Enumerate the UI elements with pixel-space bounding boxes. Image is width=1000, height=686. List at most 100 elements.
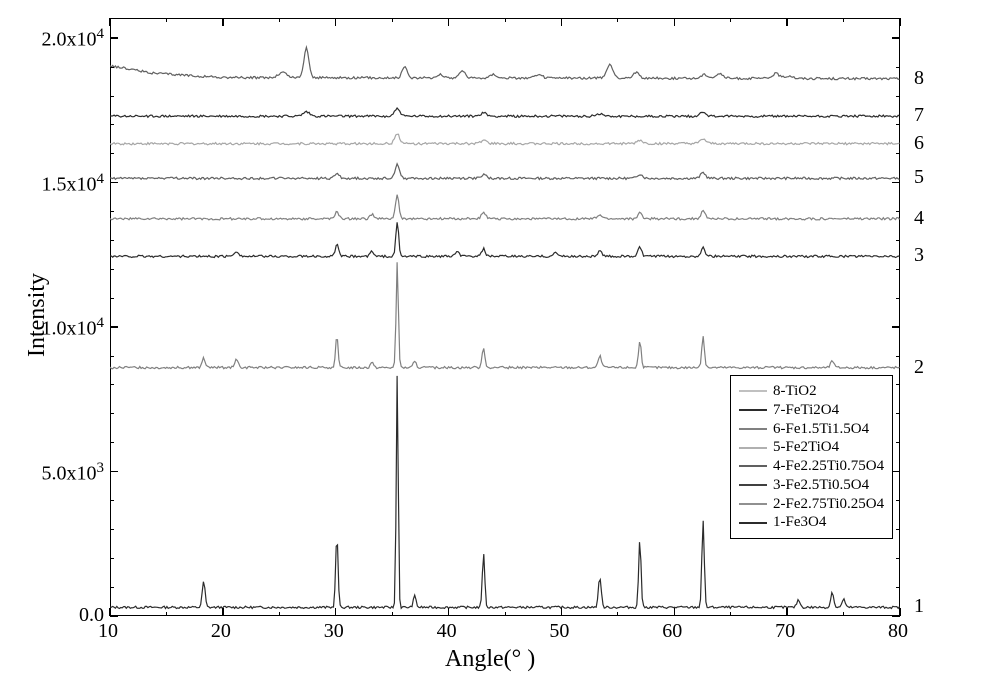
ytick-major [892, 471, 900, 473]
ytick-minor [110, 153, 114, 154]
legend-item: 7-FeTi2O4 [739, 401, 884, 420]
legend-label: 4-Fe2.25Ti0.75O4 [773, 457, 884, 476]
ytick-major [110, 37, 118, 39]
ytick-minor [110, 356, 114, 357]
legend-item: 4-Fe2.25Ti0.75O4 [739, 457, 884, 476]
xtick-major [222, 608, 224, 616]
legend-label: 5-Fe2TiO4 [773, 438, 839, 457]
ytick-label: 1.5x104 [42, 171, 105, 197]
legend-label: 7-FeTi2O4 [773, 401, 839, 420]
xtick-major [335, 608, 337, 616]
series-annotation: 8 [914, 67, 924, 90]
ytick-label: 0.0 [79, 604, 104, 627]
ytick-minor [110, 269, 114, 270]
xtick-major [448, 608, 450, 616]
legend-swatch [739, 503, 767, 505]
ytick-major [892, 182, 900, 184]
ytick-minor [110, 558, 114, 559]
ytick-minor [896, 384, 900, 385]
series-annotation: 4 [914, 207, 924, 230]
legend-swatch [739, 465, 767, 467]
xtick-major [335, 18, 337, 26]
ytick-minor [896, 413, 900, 414]
xtick-label: 30 [324, 620, 344, 643]
ytick-minor [110, 500, 114, 501]
ytick-major [892, 37, 900, 39]
xtick-label: 70 [775, 620, 795, 643]
xtick-major [674, 608, 676, 616]
series-6 [110, 134, 900, 145]
ytick-minor [110, 384, 114, 385]
ytick-minor [896, 558, 900, 559]
ytick-minor [896, 500, 900, 501]
series-annotation: 1 [914, 595, 924, 618]
series-annotation: 6 [914, 132, 924, 155]
legend-label: 2-Fe2.75Ti0.25O4 [773, 495, 884, 514]
ytick-minor [110, 413, 114, 414]
series-annotation: 3 [914, 244, 924, 267]
ytick-minor [110, 96, 114, 97]
ytick-major [110, 471, 118, 473]
series-7 [110, 108, 900, 117]
ytick-label: 5.0x103 [42, 460, 105, 486]
legend-item: 8-TiO2 [739, 382, 884, 401]
ytick-label: 2.0x104 [42, 26, 105, 52]
xtick-major [109, 18, 111, 26]
xtick-minor [392, 612, 393, 616]
xtick-major [561, 608, 563, 616]
ytick-minor [896, 529, 900, 530]
legend-item: 2-Fe2.75Ti0.25O4 [739, 495, 884, 514]
ytick-major [110, 615, 118, 617]
ytick-minor [110, 124, 114, 125]
legend-item: 3-Fe2.5Ti0.5O4 [739, 476, 884, 495]
series-annotation: 5 [914, 166, 924, 189]
xtick-minor [617, 18, 618, 22]
series-annotation: 2 [914, 356, 924, 379]
xtick-minor [279, 612, 280, 616]
ytick-minor [896, 153, 900, 154]
ytick-major [892, 615, 900, 617]
legend-swatch [739, 390, 767, 392]
ytick-minor [896, 442, 900, 443]
legend-label: 6-Fe1.5Ti1.5O4 [773, 420, 869, 439]
xtick-major [561, 18, 563, 26]
legend-swatch [739, 428, 767, 430]
ytick-minor [896, 269, 900, 270]
xtick-label: 60 [662, 620, 682, 643]
ytick-minor [110, 211, 114, 212]
xtick-minor [166, 18, 167, 22]
ytick-minor [896, 67, 900, 68]
series-5 [110, 164, 900, 180]
legend-item: 1-Fe3O4 [739, 513, 884, 532]
xtick-label: 40 [437, 620, 457, 643]
xtick-minor [843, 18, 844, 22]
xtick-major [786, 18, 788, 26]
xtick-minor [617, 612, 618, 616]
legend-label: 8-TiO2 [773, 382, 817, 401]
legend-item: 5-Fe2TiO4 [739, 438, 884, 457]
ytick-minor [896, 587, 900, 588]
ytick-minor [110, 298, 114, 299]
spectra-svg [0, 0, 1000, 686]
xtick-label: 50 [549, 620, 569, 643]
legend-swatch [739, 447, 767, 449]
xtick-minor [166, 612, 167, 616]
xrd-chart: Intensity Angle(° ) 10203040506070800.05… [0, 0, 1000, 686]
xtick-minor [279, 18, 280, 22]
legend-swatch [739, 522, 767, 524]
ytick-minor [896, 298, 900, 299]
xtick-minor [505, 612, 506, 616]
legend-item: 6-Fe1.5Ti1.5O4 [739, 420, 884, 439]
xtick-major [786, 608, 788, 616]
xtick-major [899, 18, 901, 26]
ytick-label: 1.0x104 [42, 315, 105, 341]
series-3 [110, 222, 900, 257]
xtick-label: 20 [211, 620, 231, 643]
legend-swatch [739, 484, 767, 486]
xtick-minor [843, 612, 844, 616]
series-annotation: 7 [914, 104, 924, 127]
ytick-minor [110, 587, 114, 588]
series-2 [110, 262, 900, 368]
series-4 [110, 195, 900, 220]
xtick-label: 80 [888, 620, 908, 643]
